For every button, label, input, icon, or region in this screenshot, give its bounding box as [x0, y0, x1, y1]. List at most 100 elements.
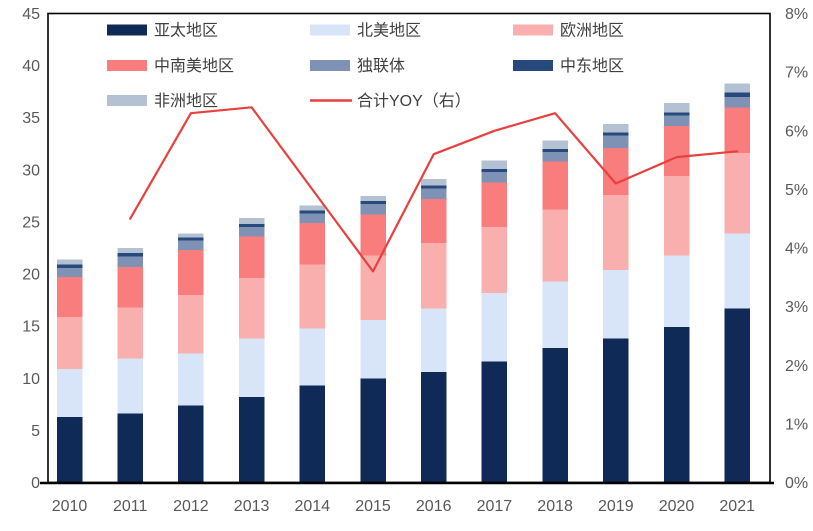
- bar-segment-2017-中东地区: [481, 168, 508, 172]
- left-axis-tick-label: 30: [22, 162, 40, 179]
- bar-segment-2011-中东地区: [117, 253, 143, 257]
- bars-group: [56, 83, 750, 483]
- x-axis-year-label: 2012: [173, 498, 209, 515]
- bar-segment-2020-中南美地区: [663, 126, 690, 177]
- legend-swatch-icon: [107, 60, 147, 71]
- bar-segment-2021-非洲地区: [724, 83, 750, 93]
- right-axis-tick-label: 2%: [785, 358, 808, 375]
- left-axis-tick-label: 40: [22, 58, 40, 75]
- legend-label: 非洲地区: [154, 92, 218, 110]
- bar-segment-2021-亚太地区: [724, 308, 750, 483]
- right-axis-tick-label: 4%: [785, 241, 808, 258]
- bar-segment-2011-北美地区: [117, 358, 143, 414]
- right-axis-tick-label: 0%: [785, 475, 808, 492]
- right-axis-tick-label: 7%: [785, 65, 808, 82]
- bar-segment-2017-亚太地区: [481, 361, 508, 483]
- bar-segment-2018-亚太地区: [542, 348, 568, 483]
- bar-segment-2021-欧洲地区: [724, 153, 750, 234]
- bar-segment-2016-欧洲地区: [420, 242, 447, 309]
- bar-segment-2015-欧洲地区: [360, 255, 386, 320]
- bar-segment-2012-欧洲地区: [178, 294, 204, 354]
- legend-swatch-icon: [513, 24, 553, 36]
- bar-segment-2011-亚太地区: [117, 413, 143, 483]
- bar-segment-2017-欧洲地区: [481, 227, 508, 293]
- x-axis-labels: 2010 2011 2012 2013 2014 2015 2016 2017 2018 2019…: [52, 498, 755, 515]
- bar-segment-2018-中东地区: [542, 148, 568, 153]
- x-axis-year-label: 2016: [416, 498, 452, 515]
- bar-segment-2012-亚太地区: [178, 405, 204, 483]
- yoy-line: [129, 106, 739, 273]
- legend-swatch-icon: [107, 24, 147, 36]
- bar-segment-2017-中南美地区: [481, 182, 508, 228]
- right-axis-tick-label: 8%: [785, 6, 808, 23]
- bar-segment-2019-欧洲地区: [603, 194, 629, 270]
- left-axis-tick-label: 0: [31, 475, 40, 492]
- left-axis-ticks: 0 5 10 15 20 25 30 35 40 45: [22, 6, 40, 492]
- bar-segment-2010-中东地区: [56, 264, 83, 268]
- legend-label: 合计YOY（右）: [357, 92, 471, 110]
- bar-segment-2021-中南美地区: [724, 107, 750, 154]
- bar-segment-2013-北美地区: [238, 338, 265, 398]
- bar-segment-2010-非洲地区: [56, 259, 83, 265]
- bar-segment-2010-亚太地区: [56, 416, 83, 483]
- x-axis-year-label: 2020: [659, 498, 695, 515]
- left-axis-tick-label: 25: [22, 214, 40, 231]
- left-axis-tick-label: 15: [22, 319, 40, 336]
- legend-label: 独联体: [357, 57, 405, 75]
- legend-swatch-icon: [513, 60, 553, 71]
- bar-segment-2016-中南美地区: [420, 199, 447, 243]
- right-axis-ticks: 0% 1% 2% 3% 4% 5% 6% 7% 8%: [785, 6, 808, 492]
- bar-segment-2020-独联体: [663, 115, 690, 127]
- right-axis-tick-label: 1%: [785, 416, 808, 433]
- bar-segment-2021-独联体: [724, 96, 750, 108]
- bar-segment-2012-中南美地区: [178, 250, 204, 295]
- bar-segment-2014-亚太地区: [299, 385, 326, 483]
- bar-segment-2016-非洲地区: [420, 179, 447, 186]
- legend-label: 亚太地区: [154, 22, 218, 40]
- legend-item-中南美地区: 中南美地区: [107, 57, 234, 75]
- bar-segment-2011-独联体: [117, 256, 143, 267]
- right-axis-tick-label: 6%: [785, 123, 808, 140]
- left-axis-tick-label: 10: [22, 371, 40, 388]
- bar-segment-2019-中东地区: [603, 132, 629, 136]
- x-axis-year-label: 2017: [477, 498, 513, 515]
- bar-segment-2017-独联体: [481, 171, 508, 183]
- bar-segment-2021-中东地区: [724, 92, 750, 97]
- legend-label: 欧洲地区: [560, 22, 624, 40]
- x-axis-year-label: 2015: [355, 498, 391, 515]
- left-axis-tick-label: 5: [31, 423, 40, 440]
- bar-segment-2016-亚太地区: [420, 372, 447, 483]
- bar-segment-2011-非洲地区: [117, 248, 143, 254]
- bar-segment-2015-非洲地区: [360, 195, 386, 202]
- legend-item-欧洲地区: 欧洲地区: [513, 22, 624, 40]
- bar-segment-2019-中南美地区: [603, 147, 629, 195]
- bar-segment-2010-独联体: [56, 267, 83, 278]
- legend-item-中东地区: 中东地区: [513, 57, 624, 75]
- bar-segment-2019-独联体: [603, 135, 629, 148]
- legend-swatch-icon: [310, 60, 350, 71]
- bar-segment-2011-中南美地区: [117, 266, 143, 308]
- bar-segment-2013-亚太地区: [238, 397, 265, 483]
- bar-segment-2016-中东地区: [420, 185, 447, 189]
- bar-segment-2020-中东地区: [663, 112, 690, 116]
- bar-segment-2013-中南美地区: [238, 236, 265, 279]
- left-axis-tick-label: 20: [22, 267, 40, 284]
- bar-segment-2014-中东地区: [299, 210, 326, 214]
- legend-item-yoy: 合计YOY（右）: [310, 92, 471, 110]
- bar-segment-2018-非洲地区: [542, 140, 568, 149]
- x-axis-year-label: 2018: [537, 498, 573, 515]
- bar-segment-2010-北美地区: [56, 368, 83, 417]
- bar-segment-2015-亚太地区: [360, 378, 386, 483]
- bar-segment-2018-独联体: [542, 152, 568, 162]
- bar-segment-2013-非洲地区: [238, 217, 265, 225]
- legend-item-非洲地区: 非洲地区: [107, 92, 218, 110]
- bar-segment-2020-北美地区: [663, 255, 690, 328]
- bar-segment-2014-北美地区: [299, 328, 326, 386]
- bar-segment-2018-北美地区: [542, 281, 568, 349]
- legend-label: 北美地区: [357, 22, 421, 40]
- bar-segment-2018-欧洲地区: [542, 209, 568, 282]
- bar-segment-2012-中东地区: [178, 237, 204, 241]
